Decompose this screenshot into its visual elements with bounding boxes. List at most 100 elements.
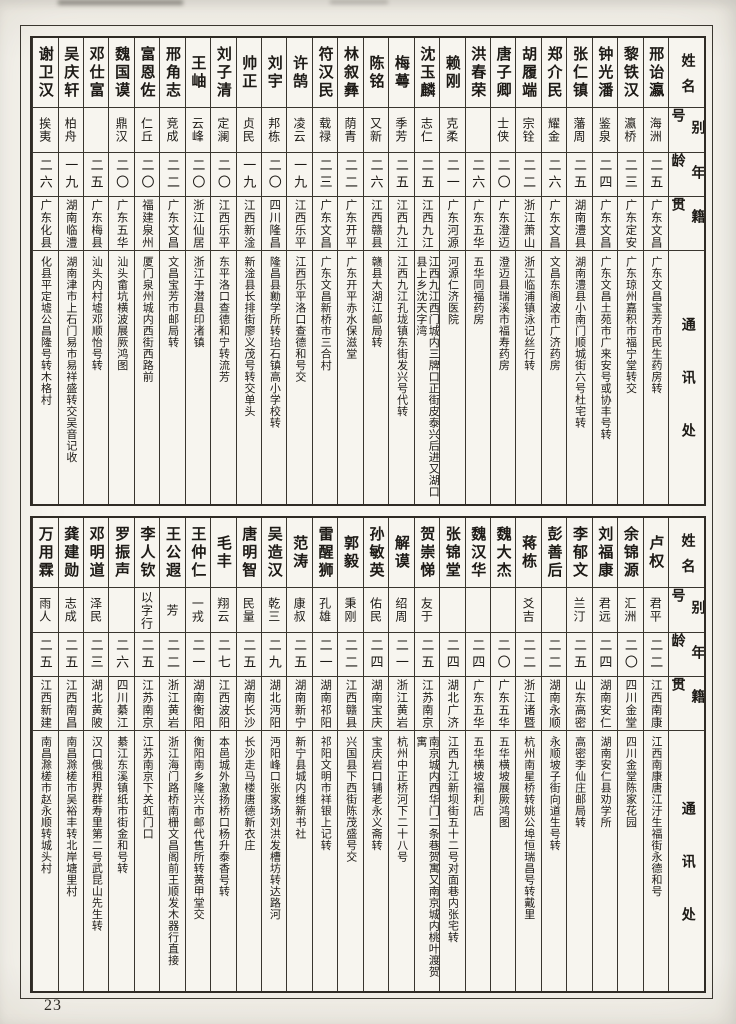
person-native-place-cell: 四川金堂 xyxy=(618,677,643,731)
person-alias-cell: 芳 xyxy=(160,588,185,633)
person-alias-cell: 以字行 xyxy=(134,588,160,633)
person-alias-cell: 荫青 xyxy=(338,108,363,153)
person-alias-cell: 翔云 xyxy=(211,588,236,633)
person-address-cell: 江西九江西门城内三牌口正街皮泰兴后进又湖口县上乡沈天字湾 xyxy=(414,256,440,498)
person-native-place-cell: 广东文昌 xyxy=(541,197,567,251)
person-native-place-cell: 广东五华 xyxy=(490,677,516,731)
person-column: 刘福康 君远 二四 湖南安仁 湖南安仁县劝学所 xyxy=(591,518,618,991)
person-name-cell: 郑介民 xyxy=(541,38,567,108)
person-age-cell: 二一 xyxy=(389,633,414,677)
person-address-cell: 澄迈县瑞溪市福寿药房 xyxy=(497,256,510,371)
person-alias-cell: 志成 xyxy=(58,588,83,633)
person-address-cell: 江西乐平洛口查德和号交 xyxy=(293,256,306,383)
person-age-cell: 二二 xyxy=(516,633,541,677)
person-native-place-cell: 四川隆昌 xyxy=(262,197,287,251)
person-address-cell: 湖南澧县小南门顺城街六号杜宅转 xyxy=(573,256,586,429)
person-native-place-cell: 湖南永顺 xyxy=(541,677,567,731)
person-address-cell: 湖南津市上石门易市易祥盛转交吴音记收 xyxy=(64,256,77,463)
person-native-place-cell: 广东文昌 xyxy=(592,197,618,251)
person-native-place-cell: 江西新淦 xyxy=(236,197,261,251)
person-column: 许鹄 凌云 一九 江西乐平 江西乐平洛口查德和号交 xyxy=(286,38,312,504)
person-name-cell: 王仲仁 xyxy=(185,518,211,588)
person-column: 魏国谟 鼎汉 二〇 广东五华 汕头畲坑横波展厥鸿图 xyxy=(108,38,134,504)
person-age-cell: 一九 xyxy=(287,153,312,197)
person-age-cell: 二九 xyxy=(262,633,287,677)
person-native-place-cell: 广东五华 xyxy=(465,677,490,731)
person-address-cell: 汉口俄租界群寿里第二号武昆山先生转 xyxy=(90,736,103,932)
person-native-place-cell: 湖北广济 xyxy=(440,677,465,731)
person-name-cell: 蒋栋 xyxy=(516,518,541,588)
person-name-cell: 唐明智 xyxy=(236,518,261,588)
person-address-cell: 浙江海门路桥南栅文昌阁前王顺发木器行直接 xyxy=(166,736,179,966)
person-native-place-cell: 浙江黄岩 xyxy=(389,677,414,731)
person-native-place-cell: 浙江诸暨 xyxy=(516,677,541,731)
person-native-place-cell: 湖南临澧 xyxy=(58,197,83,251)
page-border-frame xyxy=(20,25,713,999)
person-native-place-cell: 江西波阳 xyxy=(211,677,236,731)
person-age-cell: 一九 xyxy=(236,153,261,197)
person-age-cell: 二〇 xyxy=(490,633,516,677)
person-age-cell: 二一 xyxy=(185,633,211,677)
person-name-cell: 李郁文 xyxy=(567,518,592,588)
person-address-cell: 广东琼州嘉积市福宁堂转交 xyxy=(624,256,637,394)
person-native-place-cell: 江西赣县 xyxy=(363,197,389,251)
person-column: 李人钦 以字行 二五 江苏南京 江苏南京下关虹门口 xyxy=(133,518,160,991)
person-column: 邢诒瀛 海洲 二五 广东文昌 广东文昌宝芳市民生药房转 xyxy=(642,38,668,504)
person-name-cell: 邢角志 xyxy=(160,38,185,108)
person-age-cell: 二二 xyxy=(643,633,668,677)
person-column: 洪春荣 二六 广东五华 五华同福药房 xyxy=(464,38,490,504)
person-column: 胡履端 宗铨 二二 浙江萧山 浙江临浦镇泳记丝行转 xyxy=(515,38,541,504)
person-age-cell: 二〇 xyxy=(618,633,643,677)
person-alias-cell: 绍周 xyxy=(389,588,414,633)
person-name-cell: 王公遐 xyxy=(160,518,185,588)
person-name-cell: 魏国谟 xyxy=(109,38,134,108)
person-age-cell: 二五 xyxy=(414,153,440,197)
person-column: 李郁文 兰汀 二五 山东高密 高密李仙庄邮局转 xyxy=(566,518,592,991)
person-name-cell: 魏汉华 xyxy=(465,518,490,588)
person-native-place-cell: 江西九江 xyxy=(389,197,414,251)
person-column: 富恩佐 仁丘 二〇 福建泉州 厦门泉州城内西街西路前 xyxy=(133,38,160,504)
person-native-place-cell: 广东文昌 xyxy=(312,197,338,251)
person-address-cell: 宝庆岩口铺老永义斋转 xyxy=(370,736,383,851)
person-age-cell: 二二 xyxy=(338,153,363,197)
person-age-cell: 二四 xyxy=(440,633,465,677)
person-column: 王岫 云峰 二〇 浙江仙居 浙江于潜县印渚镇 xyxy=(184,38,211,504)
person-native-place-cell: 江苏南京 xyxy=(414,677,440,731)
person-column: 邓仕富 二五 广东梅县 汕头内村墟邓顺怡号转 xyxy=(82,38,109,504)
person-address-cell: 隆昌县勷学所转珆石镇高小学校转 xyxy=(268,256,281,429)
person-alias-cell: 佑民 xyxy=(363,588,389,633)
person-alias-cell: 瀛桥 xyxy=(618,108,643,153)
person-column: 赖刚 克柔 二一 广东河源 河源仁济医院 xyxy=(439,38,465,504)
person-age-cell: 二四 xyxy=(465,633,490,677)
person-column: 罗振声 二六 四川綦江 綦江东溪镇纸市街金和号转 xyxy=(108,518,134,991)
person-native-place-cell: 江西新建 xyxy=(33,677,58,731)
person-age-cell: 二四 xyxy=(363,633,389,677)
person-age-cell: 二三 xyxy=(618,153,643,197)
person-alias-cell: 乾三 xyxy=(262,588,287,633)
person-address-cell: 五华横坡展厥鸿图 xyxy=(497,736,510,828)
person-age-cell: 二五 xyxy=(414,633,440,677)
person-address-cell: 永顺坡子街向道生号转 xyxy=(548,736,561,851)
person-native-place-cell: 湖南衡阳 xyxy=(185,677,211,731)
person-column: 张仁镇 藩周 二五 湖南澧县 湖南澧县小南门顺城街六号杜宅转 xyxy=(566,38,592,504)
person-name-cell: 罗振声 xyxy=(109,518,134,588)
person-name-cell: 吴庆轩 xyxy=(58,38,83,108)
person-age-cell: 二五 xyxy=(567,633,592,677)
person-address-cell: 河源仁济医院 xyxy=(446,256,459,325)
person-address-cell: 江西南康唐江汙生福街永德和号 xyxy=(649,736,662,897)
person-age-cell: 二五 xyxy=(58,633,83,677)
person-address-cell: 兴国县下西街陈茂盛号交 xyxy=(344,736,357,863)
person-age-cell: 二六 xyxy=(541,153,567,197)
person-age-cell: 二〇 xyxy=(262,153,287,197)
person-name-cell: 谢卫汉 xyxy=(33,38,58,108)
person-column: 符汉民 载禄 二三 广东文昌 广东文昌新桥市三合村 xyxy=(311,38,338,504)
person-column: 郑介民 耀金 二六 广东文昌 文昌东阁波市广济药房 xyxy=(540,38,567,504)
person-alias-cell: 又新 xyxy=(363,108,389,153)
person-name-cell: 邢诒瀛 xyxy=(643,38,668,108)
person-native-place-cell: 浙江黄岩 xyxy=(160,677,185,731)
person-address-cell: 长沙走马楼唐德新衣庄 xyxy=(242,736,255,851)
person-alias-cell: 汇洲 xyxy=(618,588,643,633)
person-name-cell: 刘宇 xyxy=(262,38,287,108)
person-native-place-cell: 山东高密 xyxy=(567,677,592,731)
person-alias-cell: 康叔 xyxy=(287,588,312,633)
